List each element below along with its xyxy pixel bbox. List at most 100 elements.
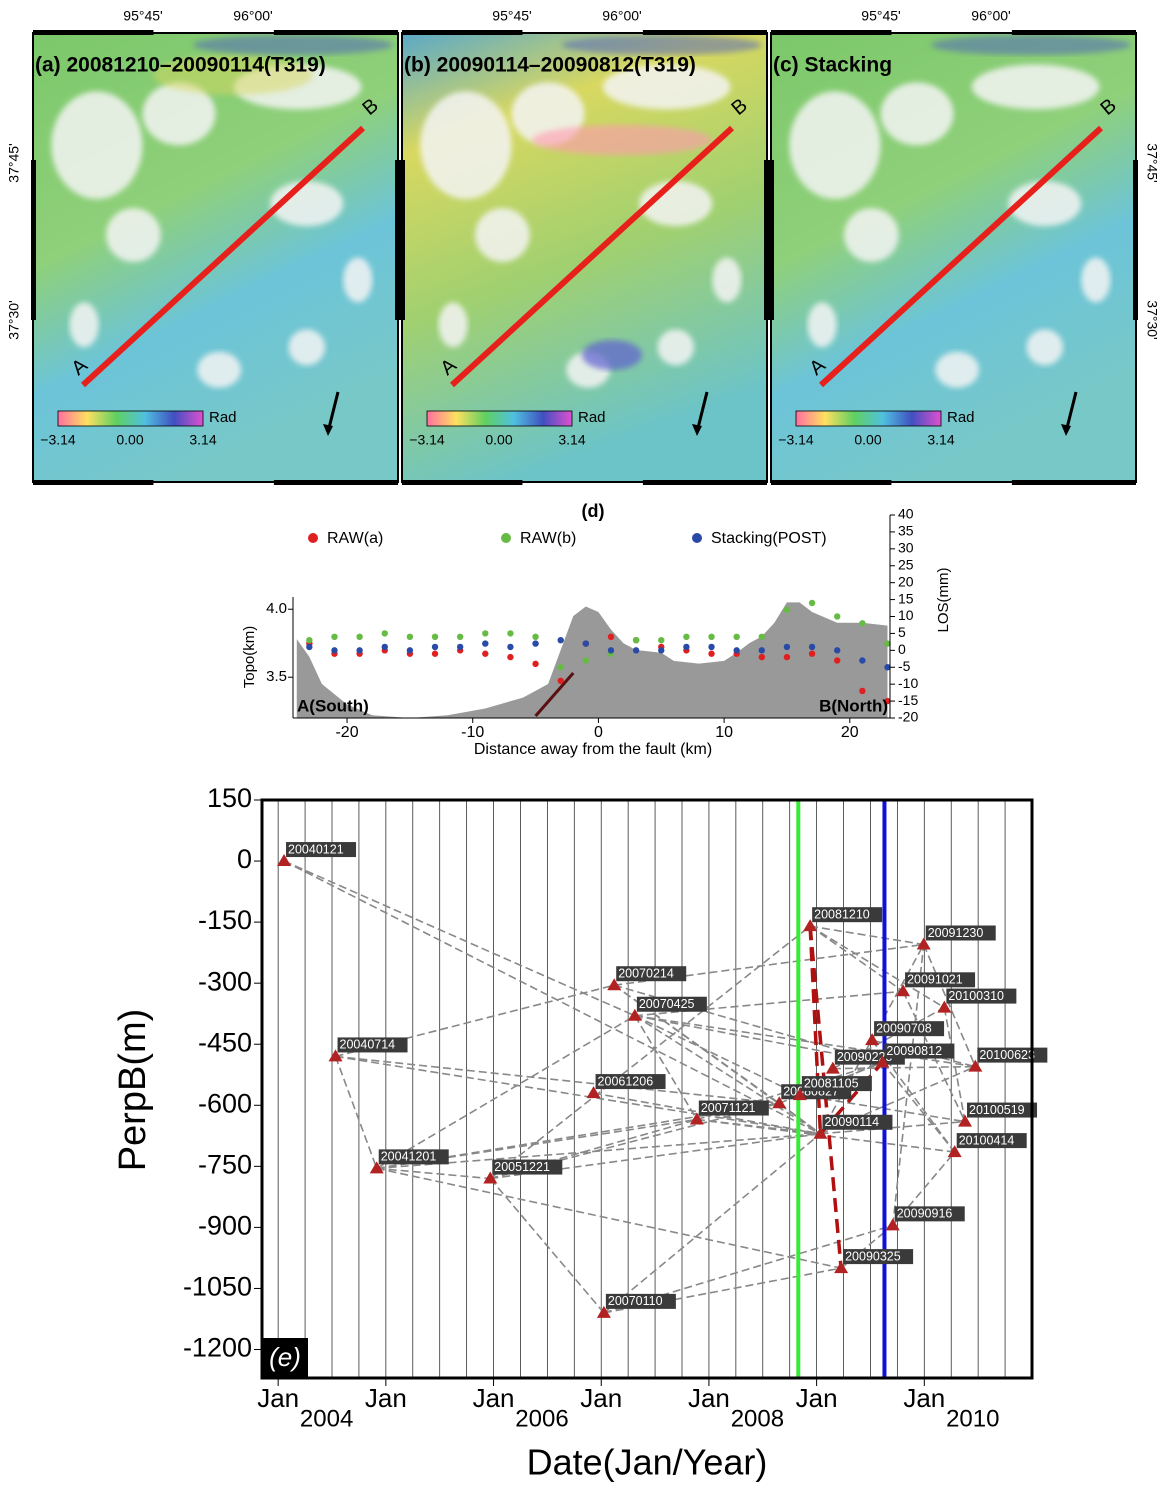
lat-tick: 37°30' bbox=[6, 300, 22, 339]
data-point bbox=[432, 651, 438, 657]
terrain-patch bbox=[51, 91, 142, 199]
colorbar bbox=[58, 411, 203, 426]
data-point bbox=[759, 634, 765, 640]
data-point bbox=[432, 644, 438, 650]
colorbar-label: 0.00 bbox=[485, 432, 512, 448]
date-label: 20040714 bbox=[340, 1038, 396, 1052]
lon-tick: 96°00' bbox=[971, 8, 1010, 24]
colorbar-label: −3.14 bbox=[40, 432, 76, 448]
y2-tick-label: 0 bbox=[898, 641, 906, 657]
frame-band bbox=[274, 30, 398, 35]
terrain-patch bbox=[1081, 258, 1110, 303]
data-point bbox=[784, 607, 790, 613]
anomaly bbox=[582, 340, 642, 370]
data-point bbox=[784, 654, 790, 660]
y-tick-label: -300 bbox=[198, 966, 252, 996]
x-tick-label: 20 bbox=[841, 724, 859, 741]
y-tick-label: -450 bbox=[198, 1027, 252, 1057]
y2-tick-label: 10 bbox=[898, 607, 914, 623]
x-tick-label: Jan bbox=[796, 1383, 838, 1413]
frame-band bbox=[771, 480, 891, 485]
legend-label: RAW(b) bbox=[520, 530, 576, 547]
data-point bbox=[633, 647, 639, 653]
frame-band bbox=[1012, 480, 1136, 485]
date-label: 20091021 bbox=[907, 973, 963, 987]
data-point bbox=[809, 651, 815, 657]
terrain-patch bbox=[70, 302, 99, 347]
terrain-patch bbox=[935, 352, 979, 388]
map-panel: AB(b) 20090114–20090812(T319)Rad−3.140.0… bbox=[400, 8, 769, 485]
data-point bbox=[834, 613, 840, 619]
x-tick-label: Jan bbox=[688, 1383, 730, 1413]
anomaly bbox=[532, 125, 712, 155]
frame-band bbox=[771, 30, 891, 35]
data-point bbox=[532, 634, 538, 640]
panel-title: (c) Stacking bbox=[773, 54, 892, 77]
y-tick-label: -150 bbox=[198, 905, 252, 935]
legend-marker bbox=[308, 533, 318, 543]
interferogram-pair bbox=[336, 1056, 377, 1168]
y-tick-label: -600 bbox=[198, 1088, 252, 1118]
data-point bbox=[482, 640, 488, 646]
y2-tick-label: 35 bbox=[898, 523, 914, 539]
frame-band bbox=[274, 480, 398, 485]
colorbar bbox=[427, 411, 572, 426]
lon-tick: 95°45' bbox=[861, 8, 900, 24]
y-tick-label: 3.5 bbox=[266, 668, 287, 685]
colorbar-unit: Rad bbox=[578, 409, 606, 426]
date-label: 20100623 bbox=[979, 1048, 1035, 1062]
x-tick-label: Jan bbox=[473, 1383, 515, 1413]
data-point bbox=[784, 644, 790, 650]
date-label: 20081210 bbox=[814, 907, 870, 921]
terrain-patch bbox=[881, 82, 954, 145]
frame-band bbox=[400, 160, 405, 320]
data-point bbox=[834, 647, 840, 653]
data-point bbox=[658, 637, 664, 643]
top-band bbox=[562, 35, 762, 55]
data-point bbox=[482, 630, 488, 636]
data-point bbox=[382, 644, 388, 650]
y2-tick-label: -15 bbox=[898, 692, 918, 708]
data-point bbox=[407, 647, 413, 653]
colorbar-label: 3.14 bbox=[558, 432, 585, 448]
date-label: 20090708 bbox=[876, 1021, 932, 1035]
interferogram-pair bbox=[490, 926, 810, 1178]
date-label: 20061206 bbox=[598, 1074, 654, 1088]
terrain-patch bbox=[420, 91, 511, 199]
y-tick-label: 0 bbox=[237, 844, 252, 874]
data-point bbox=[306, 644, 312, 650]
frame-band bbox=[402, 480, 522, 485]
frame-band bbox=[643, 480, 767, 485]
panel-title: (a) 20081210–20090114(T319) bbox=[35, 54, 326, 77]
x-axis-label: Distance away from the fault (km) bbox=[474, 741, 712, 758]
colorbar bbox=[796, 411, 941, 426]
frame-band bbox=[1012, 30, 1136, 35]
data-point bbox=[683, 634, 689, 640]
x-tick-label: Jan bbox=[257, 1383, 299, 1413]
frame-band bbox=[33, 480, 153, 485]
data-point bbox=[809, 644, 815, 650]
data-point bbox=[583, 640, 589, 646]
data-point bbox=[759, 647, 765, 653]
x-tick-label: Jan bbox=[365, 1383, 407, 1413]
y-tick-label: 150 bbox=[207, 783, 252, 813]
x-tick-label: 10 bbox=[715, 724, 733, 741]
terrain-patch bbox=[789, 91, 880, 199]
data-point bbox=[608, 647, 614, 653]
lon-tick: 95°45' bbox=[492, 8, 531, 24]
date-label: 20071121 bbox=[701, 1101, 756, 1115]
year-label: 2004 bbox=[300, 1405, 353, 1432]
x-tick-label: -10 bbox=[461, 724, 484, 741]
date-label: 20070214 bbox=[618, 967, 674, 981]
annotation: B(North) bbox=[819, 696, 888, 715]
data-point bbox=[457, 634, 463, 640]
y2-tick-label: 5 bbox=[898, 624, 906, 640]
data-point bbox=[306, 637, 312, 643]
panel-title: (b) 20090114–20090812(T319) bbox=[404, 54, 696, 77]
frame-band bbox=[402, 30, 522, 35]
date-label: 20090325 bbox=[845, 1249, 901, 1263]
terrain-patch bbox=[1027, 329, 1064, 365]
data-point bbox=[507, 644, 513, 650]
y2-tick-label: 40 bbox=[898, 506, 914, 522]
